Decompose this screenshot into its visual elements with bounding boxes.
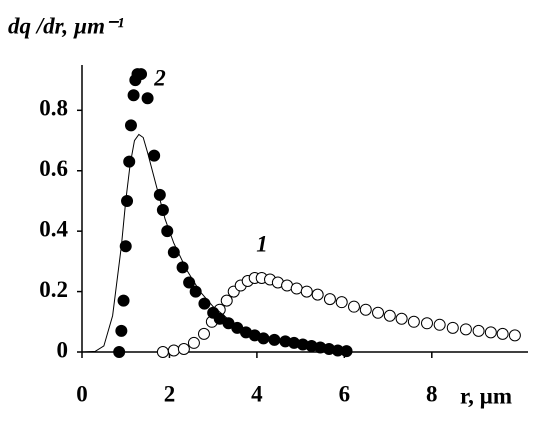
point [121, 194, 134, 207]
point [197, 327, 210, 340]
point [484, 326, 497, 339]
curve-label: 2 [153, 65, 166, 90]
y-tick-label: 0 [57, 337, 69, 362]
point [496, 327, 509, 340]
point [220, 294, 233, 307]
y-tick-label: 0.8 [39, 96, 68, 121]
point [177, 342, 190, 355]
point [115, 324, 128, 337]
point [323, 293, 336, 306]
point [407, 315, 420, 328]
point [395, 312, 408, 325]
point [290, 282, 303, 295]
point [446, 321, 459, 334]
x-tick-label: 8 [426, 381, 438, 406]
x-tick-label: 0 [76, 381, 88, 406]
y-tick-label: 0.2 [39, 277, 68, 302]
point [459, 323, 472, 336]
point [127, 89, 140, 102]
point [124, 119, 137, 132]
point [187, 336, 200, 349]
point [148, 149, 161, 162]
point [113, 346, 126, 358]
point [433, 318, 446, 331]
point [141, 92, 154, 105]
y-axis-label: dq /dr, µm⁻¹ [8, 13, 124, 38]
point [167, 344, 180, 357]
point [119, 240, 132, 253]
y-tick-label: 0.6 [39, 156, 68, 181]
point [300, 285, 313, 298]
point [335, 296, 348, 309]
x-axis-label: r, µm [460, 383, 512, 408]
point [347, 300, 360, 313]
point [383, 309, 396, 322]
x-tick-label: 2 [164, 381, 176, 406]
point [156, 346, 169, 358]
point [340, 345, 353, 358]
point [117, 294, 130, 307]
curve-label: 1 [256, 231, 268, 256]
point [123, 155, 136, 168]
point [472, 324, 485, 337]
y-tick-label: 0.4 [39, 216, 68, 241]
point [311, 288, 324, 301]
point [372, 306, 385, 319]
point [135, 68, 148, 81]
point [268, 333, 281, 346]
fit-line [81, 133, 345, 353]
x-tick-label: 6 [339, 381, 351, 406]
point [359, 303, 372, 316]
point [176, 261, 189, 274]
point [420, 317, 433, 330]
point [198, 297, 211, 310]
point [508, 329, 521, 342]
x-tick-label: 4 [251, 381, 263, 406]
